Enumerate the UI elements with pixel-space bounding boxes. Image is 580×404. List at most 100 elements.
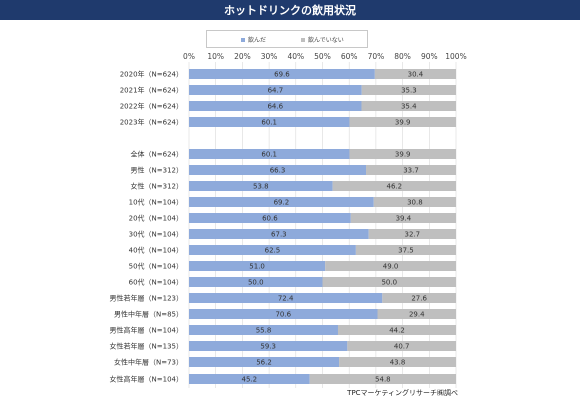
x-tick-label: 30% — [261, 52, 278, 61]
data-label: 44.2 — [389, 327, 405, 335]
bar-drank — [189, 181, 333, 191]
bar-drank — [189, 101, 362, 111]
legend-label-not-drank: 飲んでいない — [308, 37, 344, 44]
category-label: 2023年（N=624） — [120, 118, 183, 127]
data-label: 27.6 — [411, 295, 427, 303]
category-label: 女性若年層（N=135） — [110, 342, 183, 351]
data-label: 60.1 — [261, 151, 277, 159]
bar-drank — [189, 85, 362, 95]
bar-not-drank — [368, 229, 456, 239]
category-label: 男性（N=312） — [131, 166, 183, 175]
bar-drank — [189, 69, 375, 79]
bar-not-drank — [361, 85, 456, 95]
bar-not-drank — [339, 357, 456, 367]
data-label: 62.5 — [265, 247, 281, 255]
data-label: 64.7 — [268, 87, 284, 95]
data-label: 29.4 — [409, 311, 425, 319]
category-label: 10代（N=104） — [129, 198, 183, 207]
category-label: 2020年（N=624） — [120, 70, 183, 79]
chart-title: ホットドリンクの飲用状況 — [0, 0, 580, 20]
data-label: 60.6 — [262, 215, 278, 223]
data-label: 50.0 — [381, 279, 397, 287]
data-label: 53.8 — [253, 183, 269, 191]
data-label: 39.4 — [396, 215, 412, 223]
bar-drank — [189, 197, 374, 207]
data-label: 30.8 — [407, 199, 423, 207]
x-tick-label: 50% — [314, 52, 331, 61]
bar-not-drank — [366, 165, 456, 175]
data-label: 56.2 — [256, 359, 272, 367]
category-label: 20代（N=104） — [129, 214, 183, 223]
x-tick-label: 20% — [234, 52, 251, 61]
category-label: 女性中年層（N=73） — [114, 358, 183, 367]
bar-not-drank — [332, 181, 456, 191]
data-label: 59.3 — [260, 343, 276, 351]
category-label: 2022年（N=624） — [120, 102, 183, 111]
bar-not-drank — [374, 69, 456, 79]
data-label: 49.0 — [383, 263, 399, 271]
bar-not-drank — [349, 117, 456, 127]
bar-not-drank — [325, 261, 456, 271]
category-label: 全体（N=624） — [131, 150, 183, 159]
data-label: 70.6 — [275, 311, 291, 319]
bar-not-drank — [309, 374, 456, 384]
legend-label-drank: 飲んだ — [248, 37, 267, 44]
category-label: 50代（N=104） — [129, 262, 183, 271]
x-tick-label: 60% — [341, 52, 358, 61]
data-label: 39.9 — [395, 151, 411, 159]
category-label: 男性中年層（N=85） — [114, 310, 183, 319]
bar-not-drank — [355, 245, 456, 255]
data-label: 45.2 — [242, 376, 258, 384]
data-label: 30.4 — [408, 71, 424, 79]
category-label: 男性若年層（N=123） — [110, 294, 183, 303]
data-label: 60.1 — [261, 119, 277, 127]
category-label: 2021年（N=624） — [120, 86, 183, 95]
bar-not-drank — [350, 213, 456, 223]
bar-not-drank — [382, 293, 456, 303]
data-label: 51.0 — [249, 263, 265, 271]
bar-drank — [189, 374, 310, 384]
x-tick-label: 70% — [368, 52, 385, 61]
bar-drank — [189, 357, 340, 367]
bar-drank — [189, 277, 323, 287]
x-tick-label: 0% — [183, 52, 195, 61]
legend-swatch-drank — [241, 37, 245, 42]
data-label: 55.8 — [256, 327, 272, 335]
category-label: 女性高年層（N=104） — [110, 375, 183, 384]
category-label: 30代（N=104） — [129, 230, 183, 239]
category-label: 男性高年層（N=104） — [110, 326, 183, 335]
x-tick-label: 80% — [394, 52, 411, 61]
data-label: 54.8 — [375, 376, 391, 384]
bar-not-drank — [373, 197, 456, 207]
data-label: 72.4 — [278, 295, 294, 303]
source-note: TPCマーケティングリサーチ㈱調べ — [347, 389, 458, 397]
data-label: 69.2 — [274, 199, 290, 207]
legend-swatch-not-drank — [301, 37, 305, 42]
data-label: 66.3 — [270, 167, 286, 175]
bar-not-drank — [377, 309, 456, 319]
bar-drank — [189, 245, 356, 255]
x-tick-label: 100% — [445, 52, 466, 61]
data-label: 67.3 — [271, 231, 287, 239]
legend: 飲んだ 飲んでいない — [206, 30, 368, 48]
x-tick-label: 40% — [287, 52, 304, 61]
category-label: 40代（N=104） — [129, 246, 183, 255]
x-tick-label: 10% — [207, 52, 224, 61]
data-label: 33.7 — [403, 167, 419, 175]
bar-drank — [189, 165, 367, 175]
bar-not-drank — [322, 277, 456, 287]
data-label: 32.7 — [405, 231, 421, 239]
bar-drank — [189, 309, 378, 319]
x-tick-label: 90% — [421, 52, 438, 61]
bar-not-drank — [361, 101, 456, 111]
data-label: 50.0 — [248, 279, 264, 287]
data-label: 40.7 — [394, 343, 410, 351]
bar-drank — [189, 117, 350, 127]
data-label: 35.3 — [401, 87, 417, 95]
legend-item-drank: 飲んだ — [241, 35, 266, 44]
data-label: 35.4 — [401, 103, 417, 111]
data-label: 64.6 — [267, 103, 283, 111]
bar-drank — [189, 341, 348, 351]
legend-item-not-drank: 飲んでいない — [301, 35, 344, 44]
